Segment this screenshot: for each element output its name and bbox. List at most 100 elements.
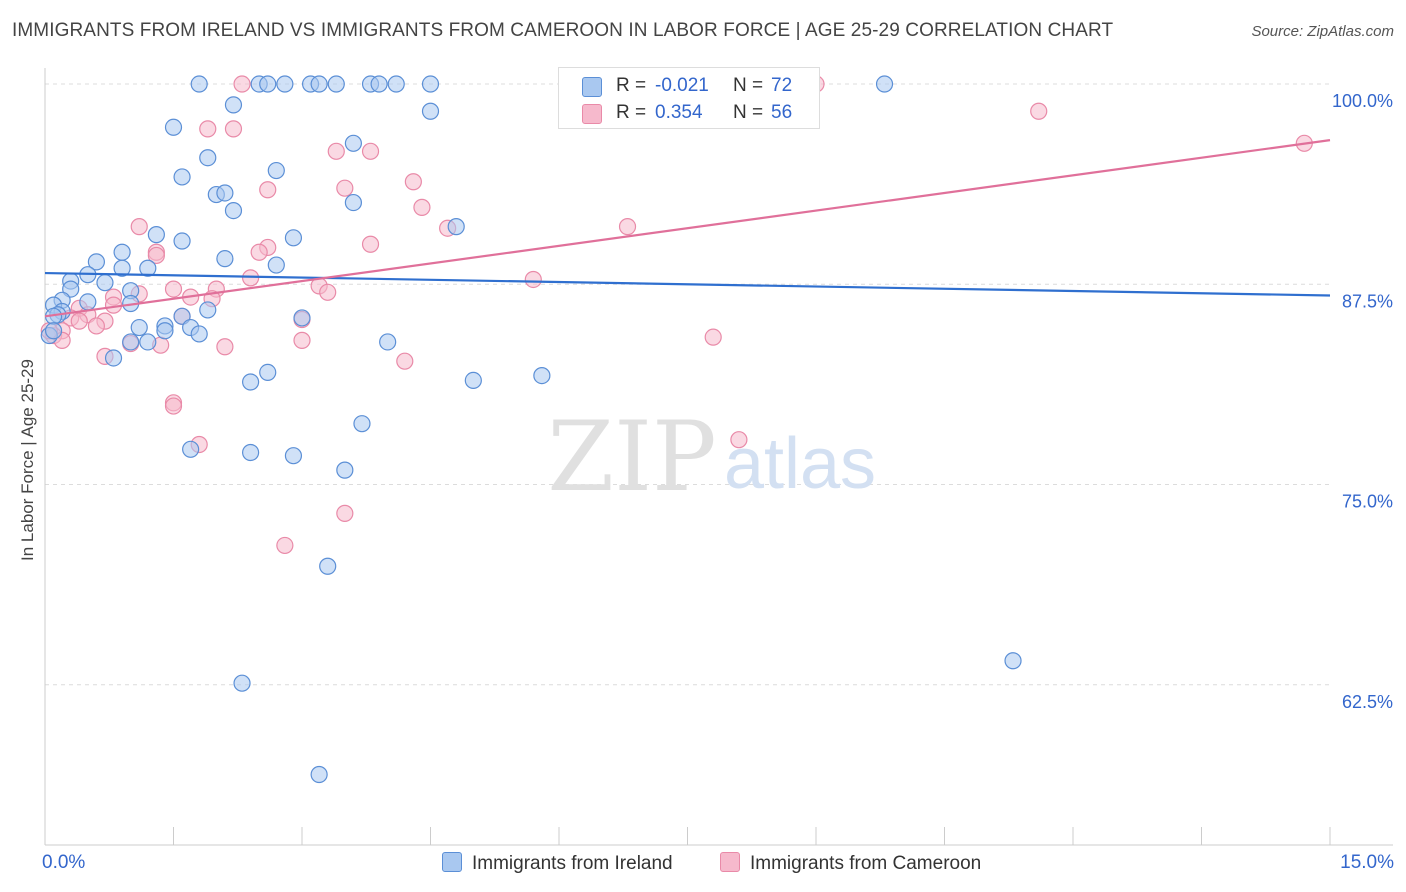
cameroon-n-label: N = bbox=[733, 102, 764, 123]
ireland-point-31 bbox=[139, 259, 157, 277]
ireland-point-12 bbox=[224, 96, 243, 114]
cameroon-point-34 bbox=[70, 312, 88, 330]
ireland-point-58 bbox=[533, 367, 551, 385]
cameroon-trend-line bbox=[44, 139, 1331, 318]
cameroon-point-54 bbox=[276, 536, 294, 555]
cameroon-point-2 bbox=[1030, 102, 1048, 120]
y-tick-label-1: 87.5% bbox=[1342, 291, 1393, 311]
ireland-point-25 bbox=[173, 232, 191, 250]
ireland-point-18 bbox=[173, 168, 191, 186]
cameroon-point-4 bbox=[199, 120, 217, 138]
ireland-trend-line bbox=[44, 271, 1331, 297]
cameroon-point-12 bbox=[130, 218, 148, 236]
legend-ireland-swatch bbox=[442, 852, 462, 872]
ireland-point-26 bbox=[284, 229, 303, 247]
ireland-point-15 bbox=[344, 134, 362, 152]
cameroon-r-label: R = bbox=[616, 102, 647, 123]
ireland-point-63 bbox=[242, 443, 260, 462]
ireland-swatch bbox=[582, 77, 602, 97]
ireland-point-64 bbox=[284, 447, 303, 465]
ireland-point-6 bbox=[327, 75, 345, 93]
watermark: ZIP atlas bbox=[547, 401, 876, 513]
source-label: Source: ZipAtlas.com bbox=[1251, 23, 1394, 40]
watermark-atlas: atlas bbox=[724, 424, 876, 504]
ireland-point-2 bbox=[259, 75, 277, 93]
cameroon-n-value: 56 bbox=[771, 102, 793, 123]
cameroon-point-21 bbox=[524, 270, 542, 289]
ireland-point-66 bbox=[319, 557, 337, 575]
ireland-point-69 bbox=[310, 765, 328, 784]
ireland-point-16 bbox=[199, 149, 217, 167]
x-tick-label-max: 15.0% bbox=[1340, 852, 1394, 873]
cameroon-point-15 bbox=[361, 235, 380, 253]
ireland-point-62 bbox=[182, 440, 200, 458]
legend-item-ireland: Immigrants from Ireland bbox=[442, 852, 673, 875]
ireland-point-17 bbox=[267, 161, 285, 180]
ireland-r-label: R = bbox=[616, 75, 647, 96]
ireland-n-value: 72 bbox=[771, 75, 793, 96]
ireland-point-0 bbox=[190, 75, 208, 93]
ireland-point-39 bbox=[79, 293, 97, 311]
cameroon-point-8 bbox=[259, 181, 277, 199]
ireland-point-30 bbox=[113, 259, 131, 277]
cameroon-point-11 bbox=[413, 198, 431, 216]
y-tick-label-2: 75.0% bbox=[1342, 492, 1393, 512]
ireland-point-54 bbox=[139, 333, 157, 351]
cameroon-point-9 bbox=[336, 179, 354, 197]
ireland-point-23 bbox=[447, 218, 465, 236]
ireland-point-9 bbox=[387, 75, 405, 93]
ireland-point-29 bbox=[87, 253, 106, 271]
ireland-point-24 bbox=[147, 226, 165, 244]
cameroon-point-24 bbox=[164, 280, 183, 298]
ireland-point-67 bbox=[1004, 652, 1022, 670]
y-axis-label: In Labor Force | Age 25-29 bbox=[18, 359, 37, 561]
ireland-point-3 bbox=[276, 75, 294, 93]
grid-lines bbox=[45, 83, 1330, 686]
cameroon-point-47 bbox=[396, 352, 414, 370]
cameroon-point-38 bbox=[87, 317, 106, 335]
cameroon-point-6 bbox=[327, 142, 345, 160]
x-tick-label-min: 0.0% bbox=[42, 852, 86, 873]
cameroon-point-53 bbox=[336, 504, 354, 522]
ireland-points bbox=[40, 75, 1022, 784]
ireland-point-57 bbox=[259, 363, 277, 381]
ireland-point-21 bbox=[344, 193, 362, 212]
cameroon-point-14 bbox=[618, 218, 637, 236]
ireland-point-14 bbox=[164, 118, 183, 136]
ireland-point-55 bbox=[379, 333, 397, 351]
cameroon-point-45 bbox=[216, 338, 234, 356]
ireland-point-35 bbox=[96, 274, 114, 292]
ireland-point-52 bbox=[190, 325, 208, 343]
ireland-point-56 bbox=[104, 349, 123, 367]
ireland-point-65 bbox=[336, 461, 354, 479]
ireland-point-68 bbox=[233, 674, 251, 692]
legend-stats: R = -0.021 N = 72 R = 0.354 N = 56 bbox=[558, 67, 820, 129]
cameroon-point-49 bbox=[164, 397, 183, 415]
cameroon-point-23 bbox=[319, 283, 337, 301]
ireland-point-10 bbox=[421, 75, 440, 93]
y-tick-label-0: 100.0% bbox=[1332, 91, 1393, 111]
legend-cameroon-swatch bbox=[720, 852, 740, 872]
trend-lines bbox=[44, 139, 1331, 318]
ireland-point-32 bbox=[267, 256, 285, 274]
watermark-zip: ZIP bbox=[547, 401, 716, 513]
ireland-point-53 bbox=[122, 333, 140, 351]
cameroon-swatch bbox=[582, 104, 602, 124]
ireland-point-8 bbox=[370, 75, 388, 93]
cameroon-point-19 bbox=[147, 246, 165, 265]
ireland-point-20 bbox=[216, 184, 234, 202]
ireland-point-28 bbox=[216, 250, 234, 268]
y-tick-labels: 100.0% 87.5% 75.0% 62.5% bbox=[1332, 91, 1393, 712]
ireland-point-71 bbox=[44, 322, 63, 340]
ireland-point-45 bbox=[199, 301, 217, 319]
ireland-point-51 bbox=[156, 322, 174, 340]
cameroon-point-42 bbox=[293, 331, 311, 349]
axes bbox=[44, 68, 1393, 846]
ireland-point-59 bbox=[242, 373, 260, 391]
ireland-point-27 bbox=[113, 243, 131, 261]
cameroon-point-17 bbox=[250, 243, 268, 261]
ireland-point-22 bbox=[224, 201, 243, 220]
chart-title: IMMIGRANTS FROM IRELAND VS IMMIGRANTS FR… bbox=[12, 20, 1114, 41]
ireland-r-value: -0.021 bbox=[655, 75, 709, 96]
